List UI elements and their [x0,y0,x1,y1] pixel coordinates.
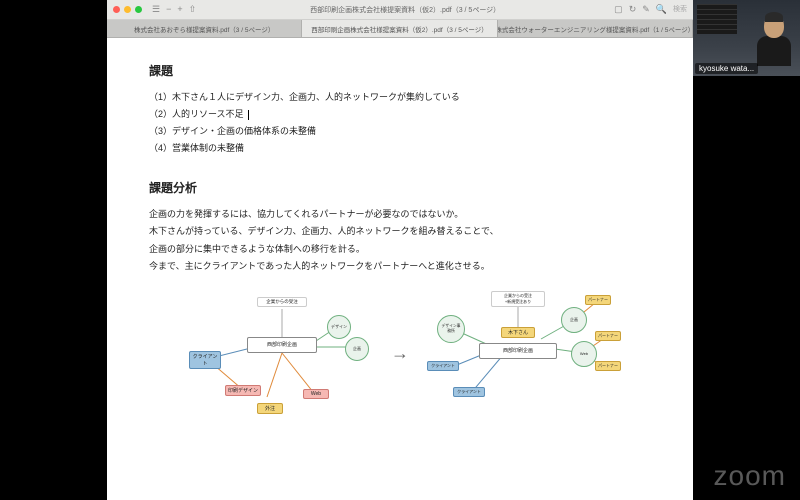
issue-1: （1）木下さん１人にデザイン力、企画力、人的ネットワークが集約している [149,89,651,106]
node-web: Web [303,389,329,399]
zoom-watermark: zoom [714,460,786,492]
sidebar-icon[interactable]: ☰ [152,4,160,15]
node-partner-1: パートナー [585,295,611,305]
tab-0[interactable]: 株式会社あおぞら様提案資料.pdf（3 / 5ページ） [107,20,302,37]
bookshelf-bg [697,4,737,34]
node-plan-r: 企画 [561,307,587,333]
analysis-line-3: 企画の部分に集中できるような体制への移行を計る。 [149,241,651,258]
text-cursor-icon [248,110,249,120]
toolbar-left: ☰ − + ⇧ [152,4,196,15]
window-title: 西部印刷企画株式会社様提案資料（仮2）.pdf（3 / 5ページ） [200,5,610,15]
issue-3: （3）デザイン・企画の価格体系の未整備 [149,123,651,140]
issue-2: （2）人的リソース不足 [149,106,651,123]
node-top-note-r: 企業からの受注 +新規受注あり [491,291,545,307]
rotate-icon[interactable]: ↻ [629,4,637,15]
markup-icon[interactable]: ✎ [642,4,650,15]
minimize-icon[interactable] [124,6,131,13]
analysis-line-4: 今まで、主にクライアントであった人的ネットワークをパートナーへと進化させる。 [149,258,651,275]
node-design-office: デザイン事務所 [437,315,465,343]
search-placeholder[interactable]: 検索 [673,4,687,15]
traffic-lights [113,6,142,13]
node-top-note: 企業からの受注 [257,297,307,307]
toolbar-right: ▢ ↻ ✎ 🔍 検索 [614,4,687,15]
tab-1[interactable]: 西部印刷企画株式会社様提案資料（仮2）.pdf（3 / 5ページ） [302,20,497,37]
zoom-out-icon[interactable]: − [166,4,171,15]
node-client-2: クライアント [453,387,485,397]
analysis-line-1: 企画の力を発揮するには、協力してくれるパートナーが必要なのではないか。 [149,206,651,223]
participant-name: kyosuke wata... [695,63,758,74]
tab-bar: 株式会社あおぞら様提案資料.pdf（3 / 5ページ） 西部印刷企画株式会社様提… [107,20,693,38]
heading-analysis: 課題分析 [149,179,651,196]
share-icon[interactable]: ⇧ [189,4,197,15]
diagram-before: 企業からの受注 西部印刷企画 デザイン 企画 クライアント 印刷デザイン Web… [187,289,377,419]
tab-2[interactable]: 株式会社ウォーターエンジニアリング様提案資料.pdf（1 / 5ページ） [498,20,693,37]
person-silhouette [754,14,794,70]
analysis-text: 企画の力を発揮するには、協力してくれるパートナーが必要なのではないか。 木下さん… [149,206,651,274]
webcam-tile[interactable]: kyosuke wata... [693,0,800,76]
highlight-icon[interactable]: ▢ [614,4,623,15]
pdf-page: 課題 （1）木下さん１人にデザイン力、企画力、人的ネットワークが集約している （… [107,38,693,500]
node-web-r: Web [571,341,597,367]
issues-list: （1）木下さん１人にデザイン力、企画力、人的ネットワークが集約している （2）人… [149,89,651,157]
node-partner-2: パートナー [595,331,621,341]
analysis-line-2: 木下さんが持っている、デザイン力、企画力、人的ネットワークを組み替えることで、 [149,223,651,240]
titlebar: ☰ − + ⇧ 西部印刷企画株式会社様提案資料（仮2）.pdf（3 / 5ページ… [107,0,693,20]
issue-4: （4）営業体制の未整備 [149,140,651,157]
node-print: 印刷デザイン [225,385,261,396]
node-design: デザイン [327,315,351,339]
heading-issues: 課題 [149,62,651,79]
node-center-person: 木下さん [501,327,535,338]
pdf-viewer-window: ☰ − + ⇧ 西部印刷企画株式会社様提案資料（仮2）.pdf（3 / 5ページ… [107,0,693,500]
close-icon[interactable] [113,6,120,13]
node-client: クライアント [189,351,221,369]
maximize-icon[interactable] [135,6,142,13]
search-icon[interactable]: 🔍 [656,4,667,15]
arrow-icon: → [391,343,409,364]
node-outsource: 外注 [257,403,283,414]
node-company: 西部印刷企画 [247,337,317,353]
diagram-after: 企業からの受注 +新規受注あり 木下さん 西部印刷企画 デザイン事務所 企画 W… [423,289,613,419]
node-partner-3: パートナー [595,361,621,371]
node-plan: 企画 [345,337,369,361]
diagrams-row: 企業からの受注 西部印刷企画 デザイン 企画 クライアント 印刷デザイン Web… [149,289,651,419]
node-client-1: クライアント [427,361,459,371]
zoom-in-icon[interactable]: + [177,4,182,15]
node-company-r: 西部印刷企画 [479,343,557,359]
